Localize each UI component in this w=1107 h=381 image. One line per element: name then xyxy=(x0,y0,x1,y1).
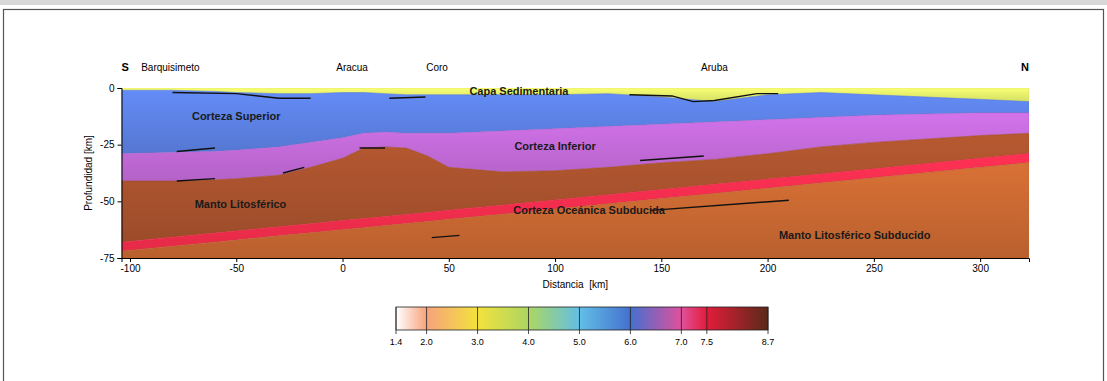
places: Barquisimeto Aracua Coro Aruba S N xyxy=(122,61,1030,73)
reflector-line xyxy=(177,179,215,181)
colorbar-tick-label: 7.5 xyxy=(701,337,714,347)
x-tick-mark xyxy=(449,258,450,262)
plot-marks xyxy=(122,88,1030,258)
colorbar-tick-label: 6.0 xyxy=(624,337,637,347)
reflector-line xyxy=(173,93,311,99)
colorbar-tick xyxy=(396,307,397,334)
colorbar-tick xyxy=(477,307,478,334)
x-tick-mark xyxy=(343,258,344,262)
x-tick-label: 150 xyxy=(653,263,670,274)
y-tick-mark xyxy=(118,258,122,259)
colorbar-tick-label: 2.0 xyxy=(420,337,433,347)
x-tick-label: 300 xyxy=(972,263,989,274)
y-axis-title: Profundidad [km] xyxy=(83,135,94,211)
layer-label: Corteza Inferior xyxy=(514,140,596,152)
chart: -100 -50 0 50 100 150 200 250 300 0 -25 -50 -75 Dista… xyxy=(0,0,1107,381)
colorbar-tick xyxy=(768,307,769,334)
direction-right: N xyxy=(1021,61,1029,73)
colorbar-tick-label: 3.0 xyxy=(471,337,484,347)
x-tick-label: 200 xyxy=(760,263,777,274)
reflector-line xyxy=(629,94,778,102)
x-tick: 150 xyxy=(653,258,670,274)
layer-label: Manto Litosférico Subducido xyxy=(779,229,931,241)
colorbar-tick xyxy=(426,307,427,334)
page-frame xyxy=(4,10,1104,381)
y-tick: 0 xyxy=(109,83,122,94)
colorbar-tick-label: 4.0 xyxy=(522,337,535,347)
top-stripe xyxy=(0,0,1107,5)
x-tick-mark xyxy=(980,258,981,262)
x-tick: 50 xyxy=(444,258,456,274)
x-tick-label: -50 xyxy=(230,263,245,274)
colorbar-tick-label: 8.7 xyxy=(762,337,775,347)
colorbar-tick xyxy=(528,307,529,334)
place-name: Aruba xyxy=(701,62,728,73)
x-tick-mark xyxy=(661,258,662,262)
x-tick-label: -100 xyxy=(120,263,140,274)
x-tick: -50 xyxy=(230,258,245,274)
colorbar-tick xyxy=(579,307,580,334)
colorbar-tick-label: 1.4 xyxy=(390,337,403,347)
y-tick: -25 xyxy=(100,139,121,150)
place-name: Coro xyxy=(426,62,448,73)
colorbar-tick-label: 5.0 xyxy=(573,337,586,347)
y-tick-label: -75 xyxy=(100,253,115,264)
place-name: Barquisimeto xyxy=(141,62,200,73)
annotations: Capa Sedimentaria Corteza Superior Corteza… xyxy=(192,85,931,241)
layer-label: Capa Sedimentaria xyxy=(469,85,569,97)
y-tick-mark xyxy=(118,145,122,146)
y-tick: -50 xyxy=(100,196,121,207)
x-tick-mark xyxy=(874,258,875,262)
x-tick-mark xyxy=(555,258,556,262)
layer-label: Corteza Superior xyxy=(192,110,281,122)
x-tick: 200 xyxy=(760,258,777,274)
reflector-line xyxy=(651,200,789,210)
y-tick-label: -50 xyxy=(100,196,115,207)
reflector-line xyxy=(283,167,304,173)
x-tick: 300 xyxy=(972,258,989,274)
x-tick-mark xyxy=(130,258,131,262)
layer-label: Manto Litosférico xyxy=(195,198,287,210)
place-name: Aracua xyxy=(336,62,368,73)
reflector-line xyxy=(432,235,460,237)
colorbar: 1.4 2.0 3.0 4.0 5.0 6.0 7.0 7.5 8.7 xyxy=(390,307,775,347)
y-tick-label: 0 xyxy=(109,83,115,94)
x-tick-label: 250 xyxy=(866,263,883,274)
reflector-line xyxy=(360,147,386,148)
reflector-line xyxy=(389,97,425,98)
colorbar-tick xyxy=(681,307,682,334)
reflector-line xyxy=(640,156,704,161)
y-axis: 0 -25 -50 -75 xyxy=(100,83,122,264)
y-axis-line xyxy=(118,89,123,259)
y-tick-mark xyxy=(118,88,122,89)
x-axis-line xyxy=(122,259,1030,263)
colorbar-tick-label: 7.0 xyxy=(675,337,688,347)
y-tick-mark xyxy=(118,201,122,202)
colorbar-ramp xyxy=(396,307,768,330)
x-tick: -100 xyxy=(120,258,140,274)
reflector-line xyxy=(177,148,215,151)
layer-area xyxy=(122,163,1030,258)
x-tick-label: 50 xyxy=(444,263,456,274)
x-tick-label: 100 xyxy=(547,263,564,274)
x-tick-label: 0 xyxy=(340,263,346,274)
x-tick: 0 xyxy=(340,258,346,274)
x-axis: -100 -50 0 50 100 150 200 250 300 xyxy=(120,258,1029,274)
x-tick: 250 xyxy=(866,258,883,274)
y-tick: -75 xyxy=(100,253,121,264)
y-tick-label: -25 xyxy=(100,139,115,150)
x-tick: 100 xyxy=(547,258,564,274)
x-axis-title: Distancia [km] xyxy=(542,279,608,290)
layer-label: Corteza Oceánica Subducida xyxy=(513,204,665,216)
colorbar-tick xyxy=(706,307,707,334)
colorbar-tick xyxy=(630,307,631,334)
x-tick-mark xyxy=(236,258,237,262)
direction-left: S xyxy=(122,61,129,73)
x-tick-mark xyxy=(768,258,769,262)
